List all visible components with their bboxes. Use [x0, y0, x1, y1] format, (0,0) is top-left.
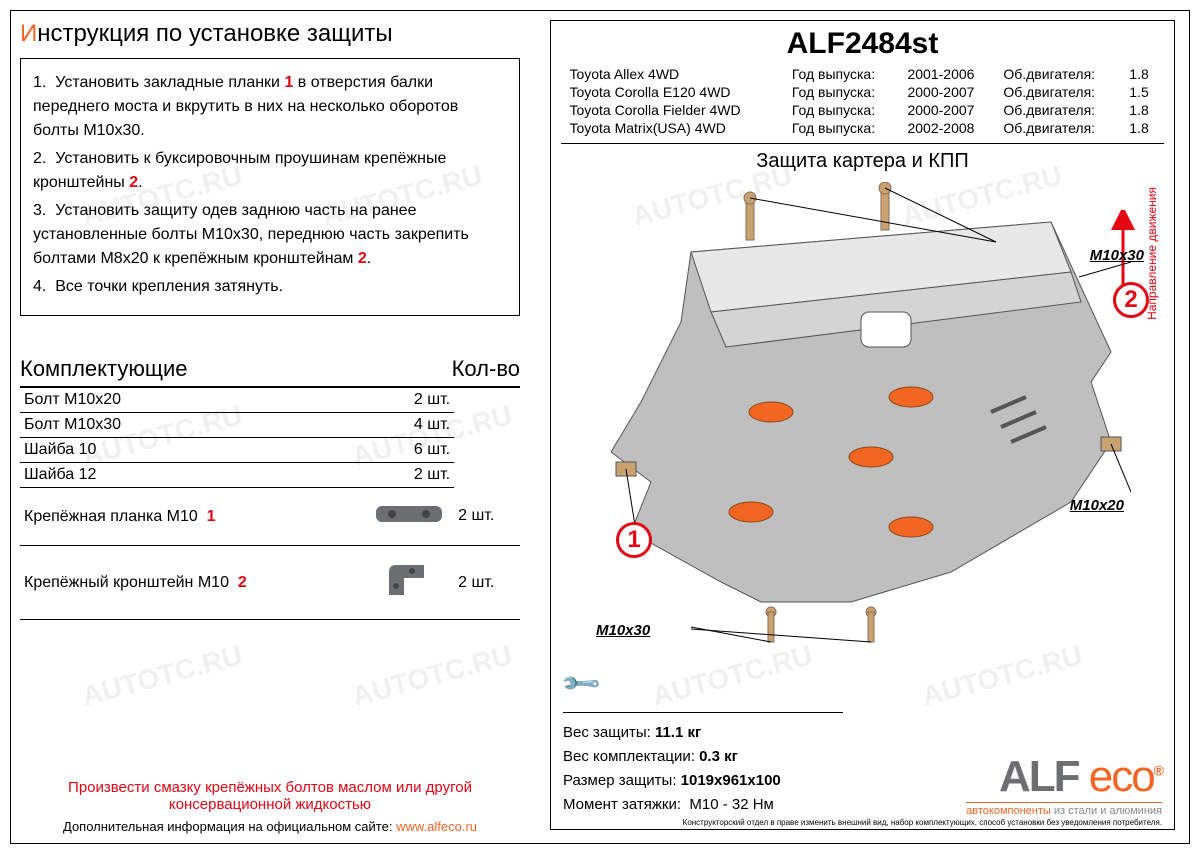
specs-box: Вес защиты: 11.1 кг Вес комплектации: 0.…	[563, 712, 843, 817]
table-row: Toyota Allex 4WDГод выпуска:2001-2006Об.…	[563, 65, 1161, 83]
callout-ref-1: 1	[616, 522, 652, 558]
instructions-box: 1. Установить закладные планки 1 в отвер…	[20, 58, 520, 316]
document-title: Инструкция по установке защиты	[20, 20, 520, 48]
callout-m10x20: М10х20	[1070, 497, 1124, 514]
table-row: Болт М10х202 шт.	[20, 388, 520, 413]
table-row: Крепёжная планка М10 1 2 шт.	[20, 488, 520, 546]
logo: ALF eco® автокомпоненты из стали и алюми…	[966, 752, 1162, 817]
instruction-3: 3. Установить защиту одев заднюю часть н…	[33, 199, 507, 271]
instruction-1: 1. Установить закладные планки 1 в отвер…	[33, 71, 507, 143]
instruction-2: 2. Установить к буксировочным проушинам …	[33, 147, 507, 195]
product-code: ALF2484st	[551, 27, 1174, 61]
table-row: Toyota Matrix(USA) 4WDГод выпуска:2002-2…	[563, 119, 1161, 137]
footer-warning: Произвести смазку крепёжных болтов масло…	[20, 779, 520, 813]
logo-text: ALF eco®	[966, 752, 1162, 802]
bracket-angle-icon	[384, 560, 434, 600]
callout-ref-2: 2	[1113, 282, 1149, 318]
instruction-4: 4. Все точки крепления затянуть.	[33, 275, 507, 299]
footer-note: Произвести смазку крепёжных болтов масло…	[20, 779, 520, 834]
table-row: Болт М10х304 шт.	[20, 413, 520, 438]
table-row: Шайба 122 шт.	[20, 463, 520, 488]
wrench-icon: 🔧	[559, 661, 604, 706]
skid-plate-diagram	[571, 182, 1131, 652]
title-prefix: И	[20, 20, 37, 47]
table-row: Крепёжный кронштейн М10 2 2 шт.	[20, 546, 520, 620]
right-column: ALF2484st Toyota Allex 4WDГод выпуска:20…	[550, 20, 1175, 830]
components-title: Комплектующие	[20, 356, 187, 382]
table-row: Toyota Corolla E120 4WDГод выпуска:2000-…	[563, 83, 1161, 101]
components-qty-title: Кол-во	[452, 356, 520, 382]
bracket-plate-icon	[374, 502, 444, 526]
divider	[561, 143, 1164, 144]
fine-print: Конструкторский отдел в праве изменить в…	[683, 818, 1162, 827]
components-header: Комплектующие Кол-во	[20, 356, 520, 388]
logo-subtitle: автокомпоненты из стали и алюминия	[966, 802, 1162, 817]
table-row: Toyota Corolla Fielder 4WDГод выпуска:20…	[563, 101, 1161, 119]
footer-info: Дополнительная информация на официальном…	[20, 819, 520, 834]
website-link[interactable]: www.alfeco.ru	[396, 819, 477, 834]
callout-m10x30-bottom: М10х30	[596, 622, 650, 639]
vehicle-table: Toyota Allex 4WDГод выпуска:2001-2006Об.…	[563, 65, 1161, 137]
diagram-area: Направление движения	[551, 177, 1174, 667]
components-table: Болт М10х202 шт. Болт М10х304 шт. Шайба …	[20, 388, 520, 620]
callout-m10x30-top: М10х30	[1090, 247, 1144, 264]
left-column: Инструкция по установке защиты 1. Устано…	[20, 20, 520, 620]
table-row: Шайба 106 шт.	[20, 438, 520, 463]
diagram-title: Защита картера и КПП	[551, 150, 1174, 173]
title-rest: нструкция по установке защиты	[37, 20, 392, 47]
